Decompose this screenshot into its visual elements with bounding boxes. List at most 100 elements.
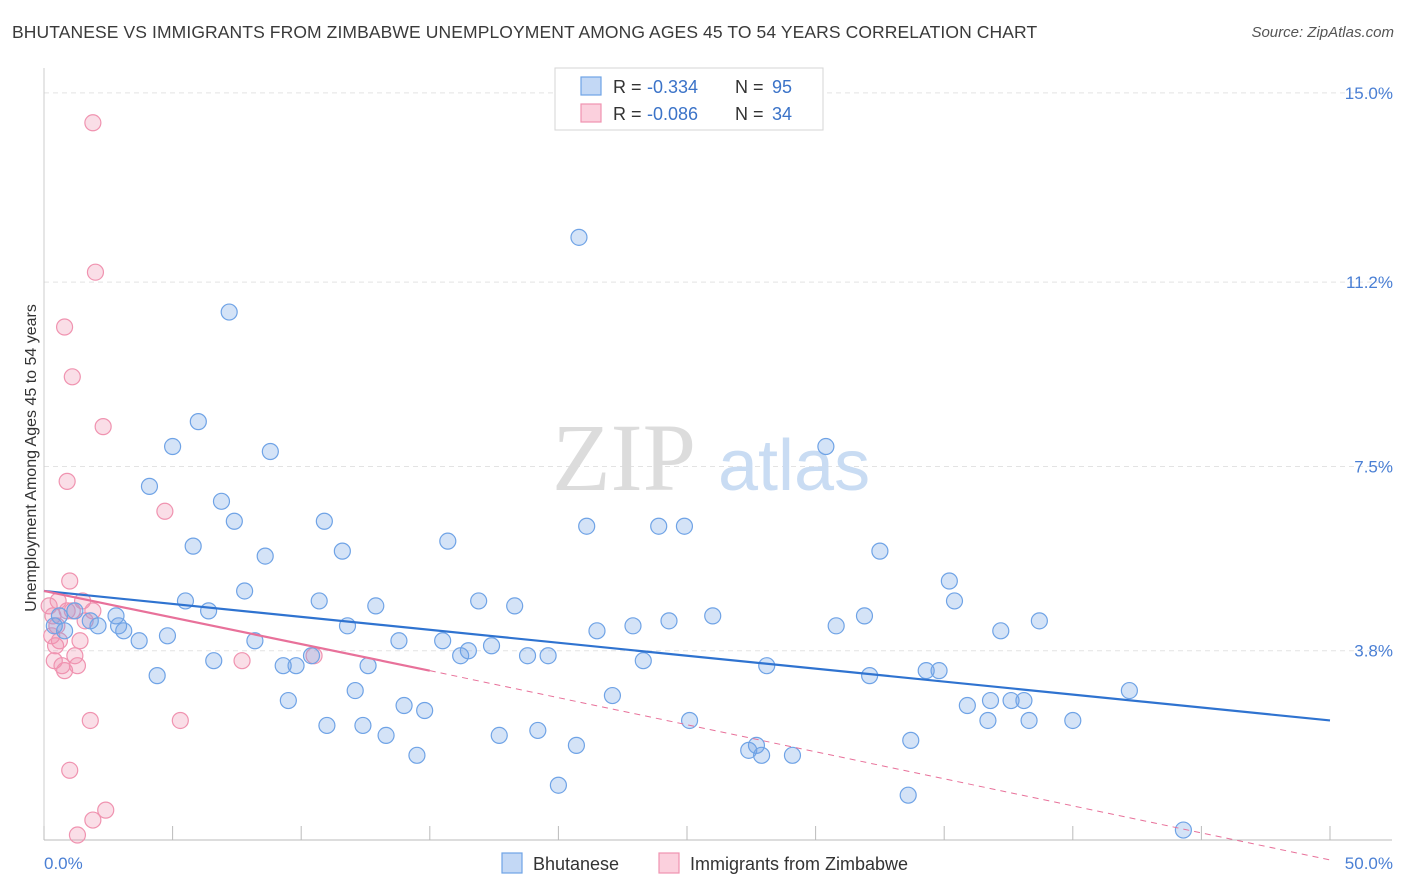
- data-point-bhutanese: [783, 746, 802, 764]
- data-point-bhutanese: [506, 597, 524, 615]
- data-point-bhutanese: [827, 617, 845, 635]
- data-point-bhutanese: [578, 517, 596, 535]
- legend-n-value-1: 95: [772, 77, 792, 97]
- data-point-bhutanese: [1015, 691, 1033, 710]
- data-point-zimbabwe: [68, 826, 87, 844]
- data-point-zimbabwe: [84, 114, 102, 132]
- data-point-bhutanese: [354, 716, 372, 735]
- y-tick-labels: 3.8% 7.5% 11.2% 15.0%: [1345, 84, 1393, 661]
- trend-line-zimbabwe-extension: [429, 670, 1331, 861]
- data-point-bhutanese: [459, 642, 477, 660]
- data-point-bhutanese: [917, 662, 935, 680]
- legend-swatch-zimbabwe: [580, 103, 602, 123]
- data-point-bhutanese: [184, 537, 202, 555]
- data-point-zimbabwe: [61, 761, 79, 779]
- x-tick-label-max: 50.0%: [1345, 854, 1393, 873]
- data-point-bhutanese: [66, 602, 84, 620]
- data-point-zimbabwe: [58, 472, 76, 490]
- data-point-zimbabwe: [97, 801, 115, 819]
- data-point-bhutanese: [871, 542, 889, 560]
- data-point-zimbabwe: [40, 597, 58, 615]
- data-point-bhutanese: [758, 657, 776, 675]
- legend-n-label-2: N =: [735, 104, 764, 124]
- data-point-bhutanese: [333, 542, 351, 560]
- data-point-bhutanese: [1174, 821, 1192, 839]
- data-point-bhutanese: [439, 532, 457, 550]
- data-point-bhutanese: [107, 607, 125, 625]
- bottom-legend-label-bhutanese: Bhutanese: [533, 854, 619, 874]
- y-tick-label: 3.8%: [1354, 642, 1393, 661]
- data-point-bhutanese: [930, 662, 948, 680]
- legend-r-value-2: -0.086: [647, 104, 698, 124]
- data-point-bhutanese: [588, 622, 606, 640]
- data-point-bhutanese: [164, 437, 182, 456]
- data-point-bhutanese: [603, 686, 622, 705]
- data-point-bhutanese: [261, 442, 279, 461]
- data-point-zimbabwe: [50, 632, 69, 650]
- data-point-bhutanese: [518, 647, 537, 665]
- data-point-bhutanese: [158, 627, 177, 645]
- data-point-bhutanese: [256, 547, 274, 565]
- y-tick-label: 15.0%: [1345, 84, 1393, 103]
- bottom-legend-swatch-zimbabwe: [658, 852, 680, 874]
- data-point-bhutanese: [346, 681, 364, 700]
- data-point-bhutanese: [434, 632, 452, 650]
- bottom-legend-swatch-bhutanese: [501, 852, 523, 874]
- data-point-zimbabwe: [84, 811, 102, 829]
- data-point-bhutanese: [274, 657, 292, 675]
- data-point-bhutanese: [45, 617, 63, 635]
- data-point-zimbabwe: [66, 647, 84, 665]
- data-point-zimbabwe: [86, 263, 105, 281]
- y-tick-label: 7.5%: [1354, 457, 1393, 476]
- legend-r-label-1: R =: [613, 77, 642, 97]
- y-axis-label: Unemployment Among Ages 45 to 54 years: [23, 304, 40, 612]
- data-point-bhutanese: [109, 617, 128, 635]
- legend-n-label-1: N =: [735, 77, 764, 97]
- data-point-zimbabwe: [156, 502, 174, 520]
- data-point-bhutanese: [490, 726, 508, 745]
- data-point-bhutanese: [539, 647, 557, 665]
- data-point-bhutanese: [1030, 612, 1048, 630]
- data-point-bhutanese: [115, 622, 133, 640]
- data-point-bhutanese: [650, 517, 668, 535]
- data-point-bhutanese: [390, 632, 408, 650]
- data-point-bhutanese: [940, 572, 958, 590]
- data-point-bhutanese: [310, 592, 328, 610]
- data-point-bhutanese: [225, 512, 243, 530]
- data-point-zimbabwe: [81, 711, 99, 730]
- grid: [44, 92, 1392, 652]
- data-point-bhutanese: [981, 691, 1000, 710]
- data-point-bhutanese: [212, 492, 231, 510]
- data-point-zimbabwe: [55, 662, 74, 680]
- watermark-atlas: atlas: [718, 426, 870, 506]
- data-point-bhutanese: [1064, 711, 1082, 730]
- x-tick-label-min: 0.0%: [44, 854, 83, 873]
- data-point-bhutanese: [704, 607, 722, 625]
- correlation-legend: R = -0.334 N = 95 R = -0.086 N = 34: [554, 67, 824, 131]
- series-zimbabwe-points: [40, 114, 323, 844]
- data-point-bhutanese: [318, 716, 336, 735]
- data-point-bhutanese: [130, 632, 148, 650]
- legend-swatch-bhutanese: [580, 76, 602, 96]
- data-point-bhutanese: [979, 711, 997, 730]
- data-point-bhutanese: [315, 512, 333, 530]
- data-point-bhutanese: [189, 413, 207, 431]
- data-point-bhutanese: [549, 776, 568, 794]
- data-point-bhutanese: [817, 437, 835, 456]
- chart-title: BHUTANESE VS IMMIGRANTS FROM ZIMBABWE UN…: [12, 22, 1038, 42]
- data-point-bhutanese: [200, 602, 218, 620]
- data-point-bhutanese: [367, 597, 385, 615]
- trend-lines: [43, 589, 1331, 861]
- data-point-bhutanese: [416, 701, 434, 720]
- data-point-zimbabwe: [71, 632, 89, 650]
- data-point-zimbabwe: [84, 602, 102, 620]
- data-point-bhutanese: [89, 617, 107, 635]
- data-point-bhutanese: [752, 746, 771, 764]
- data-point-bhutanese: [945, 592, 964, 610]
- data-point-bhutanese: [220, 303, 238, 321]
- data-point-bhutanese: [899, 786, 917, 804]
- data-point-bhutanese: [55, 622, 74, 640]
- legend-n-value-2: 34: [772, 104, 792, 124]
- bottom-legend-label-zimbabwe: Immigrants from Zimbabwe: [690, 854, 908, 874]
